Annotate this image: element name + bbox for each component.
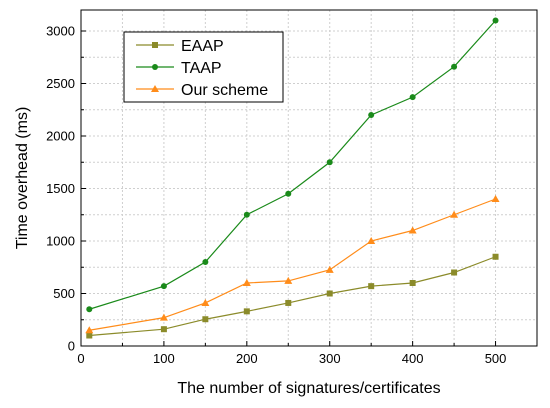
data-point-taap (243, 211, 250, 218)
data-point-our-scheme (159, 313, 168, 321)
data-point-eaap (86, 332, 93, 339)
data-point-our-scheme (491, 195, 500, 202)
y-tick-label: 2500 (46, 76, 75, 91)
data-point-eaap (285, 299, 292, 306)
y-tick-label: 500 (53, 286, 75, 301)
data-point-taap (451, 63, 458, 70)
data-point-eaap (202, 316, 209, 323)
data-point-taap (409, 94, 416, 101)
data-point-taap (326, 159, 333, 166)
data-point-taap (285, 190, 292, 197)
legend-entry-taap: TAAP (136, 60, 222, 77)
y-tick-label: 1500 (46, 181, 75, 196)
data-point-our-scheme (408, 226, 417, 234)
legend-label: TAAP (181, 60, 222, 77)
y-tick-label: 2000 (46, 129, 75, 144)
legend-swatch-marker (152, 64, 158, 70)
axis-ticks: 0 100 200 300 400 500 0 500 1000 1500 2000 2500 3000 (46, 24, 506, 367)
series-eaap (86, 253, 499, 339)
y-axis-title: Time overhead (ms) (14, 107, 31, 250)
x-tick-label: 300 (319, 351, 341, 366)
data-point-our-scheme (284, 276, 293, 284)
legend-label: Our scheme (181, 82, 268, 99)
y-tick-label: 0 (68, 339, 75, 354)
data-point-eaap (243, 308, 250, 315)
legend-entry-our-scheme: Our scheme (136, 82, 268, 99)
data-point-taap (160, 283, 167, 290)
series-line-eaap (89, 256, 496, 337)
legend-entries: EAAP TAAP Our scheme (136, 38, 268, 99)
x-tick-label: 100 (153, 351, 175, 366)
series-line-taap (89, 20, 496, 310)
y-tick-label: 3000 (46, 24, 75, 39)
series-lines (85, 17, 500, 339)
legend-swatch-marker (151, 85, 159, 92)
data-point-eaap (368, 283, 375, 290)
legend-swatch-marker (152, 42, 158, 48)
data-point-eaap (451, 269, 458, 276)
data-point-eaap (326, 290, 333, 297)
plot-frame (80, 9, 538, 347)
x-tick-label: 200 (236, 351, 258, 366)
x-axis-title: The number of signatures/certificates (177, 380, 440, 397)
x-tick-label: 400 (402, 351, 424, 366)
x-tick-label: 0 (77, 351, 84, 366)
data-point-our-scheme (85, 326, 94, 334)
legend-entry-eaap: EAAP (136, 38, 224, 55)
legend-label: EAAP (181, 38, 224, 55)
data-point-eaap (409, 280, 416, 286)
data-point-taap (86, 306, 93, 313)
data-point-taap (202, 259, 209, 265)
data-point-our-scheme (201, 298, 210, 306)
data-point-our-scheme (325, 265, 334, 273)
data-point-our-scheme (367, 237, 376, 244)
y-tick-label: 1000 (46, 234, 75, 249)
data-point-our-scheme (450, 210, 459, 218)
data-point-taap (492, 17, 499, 24)
series-taap (86, 17, 499, 313)
data-point-eaap (492, 253, 499, 260)
data-point-our-scheme (242, 279, 251, 286)
data-point-eaap (160, 326, 167, 333)
x-tick-label: 500 (485, 351, 507, 366)
series-our-scheme (85, 195, 500, 334)
series-line-our-scheme (89, 198, 496, 331)
grid-lines (81, 10, 537, 346)
data-point-taap (368, 112, 375, 118)
legend: EAAP TAAP Our scheme (123, 31, 284, 103)
